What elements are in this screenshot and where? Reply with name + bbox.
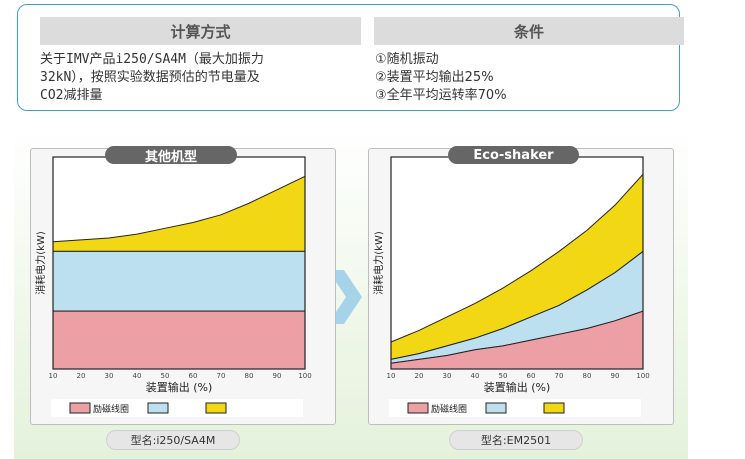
x-tick-label: 60	[527, 372, 536, 380]
chart-panel-eco: 10 20 30 40 50 60 70 80 90 100 装置输出 (%) 消耗电力(kW) 励磁线…	[368, 148, 674, 425]
conditions-header: 条件	[374, 17, 684, 45]
chart-panel-other: 10 20 30 40 50 60 70 80 90 100 装置输出 (%) 消耗电力(kW) 励磁线…	[30, 148, 336, 425]
x-tick-label: 50	[161, 372, 170, 380]
x-tick-label: 30	[105, 372, 114, 380]
x-tick-label: 40	[133, 372, 142, 380]
model-label-other: 型名:i250/SA4M	[106, 430, 240, 450]
legend-swatch-yellow	[205, 402, 227, 414]
legend-swatch-blue	[147, 402, 169, 414]
x-tick-label: 70	[555, 372, 564, 380]
conditions-list: ①随机振动 ②装置平均输出25% ③全年平均运转率70%	[375, 51, 507, 105]
right-arrow-icon	[328, 270, 362, 324]
x-axis-label: 装置输出 (%)	[484, 380, 551, 394]
x-tick-label: 50	[499, 372, 508, 380]
legend-box	[51, 399, 303, 417]
x-axis-label: 装置输出 (%)	[146, 380, 213, 394]
condition-item: ②装置平均输出25%	[375, 70, 494, 85]
legend-swatch-coil	[69, 402, 91, 414]
y-axis-label: 消耗电力(kW)	[34, 231, 47, 295]
x-tick-label: 80	[583, 372, 592, 380]
model-label-eco: 型名:EM2501	[449, 430, 583, 450]
legend-swatch-blue	[485, 402, 507, 414]
chart-title-eco: Eco-shaker	[448, 146, 579, 164]
x-tick-label: 20	[77, 372, 86, 380]
legend-label-coil: 励磁线圈	[431, 403, 467, 415]
legend-label-coil: 励磁线圈	[93, 403, 129, 415]
chart-title-other: 其他机型	[105, 146, 237, 165]
x-tick-label: 100	[636, 372, 649, 380]
calc-description: 关于IMV产品i250/SA4M（最大加振力 32kN），按照实验数据预估的节电…	[40, 52, 264, 103]
legend-box	[389, 399, 641, 417]
condition-item: ③全年平均运转率70%	[375, 88, 507, 103]
x-tick-label: 10	[387, 372, 396, 380]
legend-swatch-yellow	[543, 402, 565, 414]
power-chart-other: 10 20 30 40 50 60 70 80 90 100 装置输出 (%) 消耗电力(kW) 励磁线…	[34, 156, 312, 417]
x-tick-label: 30	[443, 372, 452, 380]
legend-swatch-coil	[407, 402, 429, 414]
condition-item: ①随机振动	[375, 52, 439, 67]
x-tick-label: 90	[611, 372, 620, 380]
x-tick-label: 40	[471, 372, 480, 380]
x-tick-label: 80	[245, 372, 254, 380]
x-tick-label: 100	[298, 372, 311, 380]
calc-method-header: 计算方式	[40, 17, 361, 45]
calc-conditions-box: 计算方式 条件 关于IMV产品i250/SA4M（最大加振力 32kN），按照实…	[17, 4, 684, 111]
coil-band	[52, 310, 306, 370]
blue-band	[52, 250, 306, 312]
y-axis-label: 消耗电力(kW)	[372, 231, 385, 295]
power-chart-eco: 10 20 30 40 50 60 70 80 90 100 装置输出 (%) 消耗电力(kW) 励磁线…	[372, 156, 650, 417]
x-tick-label: 10	[49, 372, 58, 380]
x-tick-label: 70	[217, 372, 226, 380]
x-tick-label: 60	[189, 372, 198, 380]
x-tick-label: 20	[415, 372, 424, 380]
x-tick-label: 90	[273, 372, 282, 380]
